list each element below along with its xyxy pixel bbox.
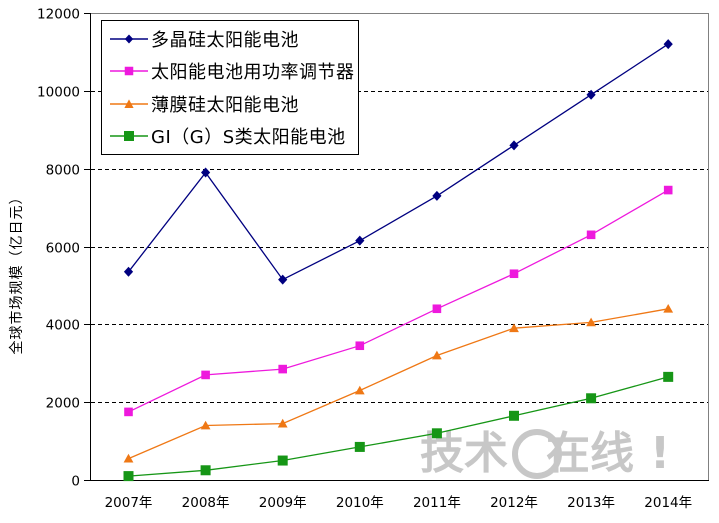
data-point [432,304,442,314]
data-point [586,317,596,327]
data-point [201,167,211,178]
legend-item: GI（G）S类太阳能电池 [110,123,358,149]
data-point [123,471,134,482]
x-tick-label: 2010年 [336,495,384,511]
data-point [277,418,288,428]
legend-label: 多晶硅太阳能电池 [151,30,299,52]
data-point [509,269,519,279]
legend-item: 太阳能电池用功率调节器 [110,58,358,84]
legend-item: 薄膜硅太阳能电池 [110,91,358,117]
y-tick-label: 0 [71,474,80,490]
data-point [355,235,365,246]
data-point [663,303,674,313]
data-point [354,385,365,395]
data-point [201,370,210,380]
x-tick-label: 2011年 [413,495,461,511]
square-marker-icon [110,130,148,141]
y-tick-label: 4000 [46,318,80,334]
triangle-marker-icon [110,99,148,108]
data-point [123,266,134,277]
diamond-marker-icon [110,34,148,44]
watermark-exclaim: ! [650,428,671,479]
x-tick-label: 2014年 [644,495,692,511]
y-tick-label: 12000 [37,7,80,23]
data-point [432,350,442,360]
legend-label: 薄膜硅太阳能电池 [151,94,299,116]
data-point [586,393,597,404]
series-line-3 [128,376,669,477]
data-point [278,364,287,374]
watermark-ring-icon [512,429,562,479]
data-point [586,89,596,100]
legend-item: 多晶硅太阳能电池 [110,26,358,52]
data-point [200,420,211,430]
data-point [509,323,519,333]
data-point [663,185,673,195]
watermark-text-right: 在线 [546,428,634,479]
data-point [663,371,674,382]
y-tick-label: 2000 [46,396,80,412]
data-point [509,140,519,151]
data-point [509,410,519,421]
series-line-0 [127,43,669,281]
x-tick-label: 2007年 [105,495,153,511]
y-tick-label: 10000 [37,85,80,101]
data-point [278,274,288,285]
x-tick-label: 2008年 [182,495,230,511]
series-line-2 [128,308,669,460]
watermark: 技术 在线 ! [420,427,670,481]
legend: 多晶硅太阳能电池太阳能电池用功率调节器 薄膜硅太阳能电池 GI（G）S类太阳能电池 [101,20,359,155]
data-point [124,407,133,417]
x-tick-label: 2009年 [259,495,307,511]
y-axis-title: 全球市场规模（亿日元） [9,189,25,355]
series-line-1 [128,189,669,413]
data-point [354,441,365,452]
data-point [355,341,365,351]
data-point [431,428,442,439]
square-marker-icon [110,67,148,76]
x-tick-label: 2013年 [567,495,615,511]
legend-label: 太阳能电池用功率调节器 [151,62,355,84]
data-point [123,453,134,463]
y-tick-label: 8000 [46,163,80,179]
data-point [200,465,211,476]
legend-label: GI（G）S类太阳能电池 [151,126,346,148]
x-tick-label: 2012年 [490,495,538,511]
data-point [663,39,673,50]
watermark-text-left: 技术 [420,428,508,479]
data-point [586,230,596,240]
data-point [432,190,442,201]
y-tick-label: 6000 [46,241,80,257]
data-point [277,455,288,466]
